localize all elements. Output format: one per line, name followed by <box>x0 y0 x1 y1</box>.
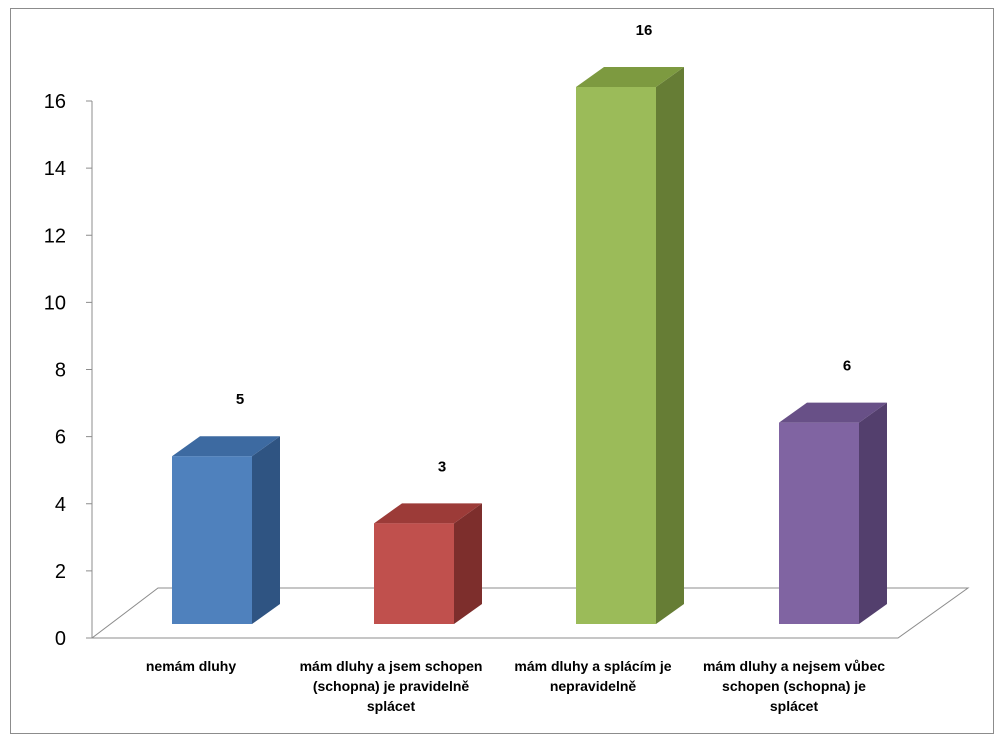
category-label-4: mám dluhy a nejsem vůbec schopen (schopn… <box>702 658 886 714</box>
bar-2 <box>374 503 482 624</box>
y-tick-label: 16 <box>44 91 66 113</box>
bar-front-face <box>779 422 859 624</box>
y-tick-label: 10 <box>44 292 66 314</box>
bar-top-face <box>576 67 684 87</box>
bar-top-face <box>172 436 280 457</box>
bar-top-face <box>374 503 482 524</box>
y-tick-label: 4 <box>55 494 66 516</box>
data-label-1: 5 <box>236 391 244 408</box>
y-tick-label: 2 <box>55 561 66 583</box>
category-label-2: mám dluhy a jsem schopen (schopna) je pr… <box>299 658 483 714</box>
category-label-1: nemám dluhy <box>145 658 237 674</box>
y-tick-label: 0 <box>55 628 66 650</box>
bar-side-face <box>252 436 280 624</box>
chart-floor <box>90 587 970 639</box>
floor-plane <box>90 587 970 639</box>
bar-4 <box>779 402 887 624</box>
bar-front-face <box>576 87 656 624</box>
data-labels: 5 3 16 6 <box>236 22 851 475</box>
bars <box>172 67 887 624</box>
bar-1 <box>172 436 280 624</box>
bar-front-face <box>374 523 454 624</box>
bar-side-face <box>656 67 684 624</box>
y-tick-label: 6 <box>55 427 66 449</box>
bar-top-face <box>779 402 887 423</box>
bar-side-face <box>859 402 887 624</box>
data-label-2: 3 <box>438 458 446 475</box>
y-tick-label: 14 <box>44 158 66 180</box>
bar-3 <box>576 67 684 624</box>
data-label-4: 6 <box>843 358 851 375</box>
bar-side-face <box>454 503 482 624</box>
y-tick-label: 8 <box>55 360 66 382</box>
bar-front-face <box>172 456 252 624</box>
category-label-3: mám dluhy a splácím je nepravidelně <box>514 658 672 694</box>
data-label-3: 16 <box>636 22 653 39</box>
y-axis: 0 2 4 6 8 10 12 14 16 <box>44 91 93 650</box>
y-tick-label: 12 <box>44 225 66 247</box>
